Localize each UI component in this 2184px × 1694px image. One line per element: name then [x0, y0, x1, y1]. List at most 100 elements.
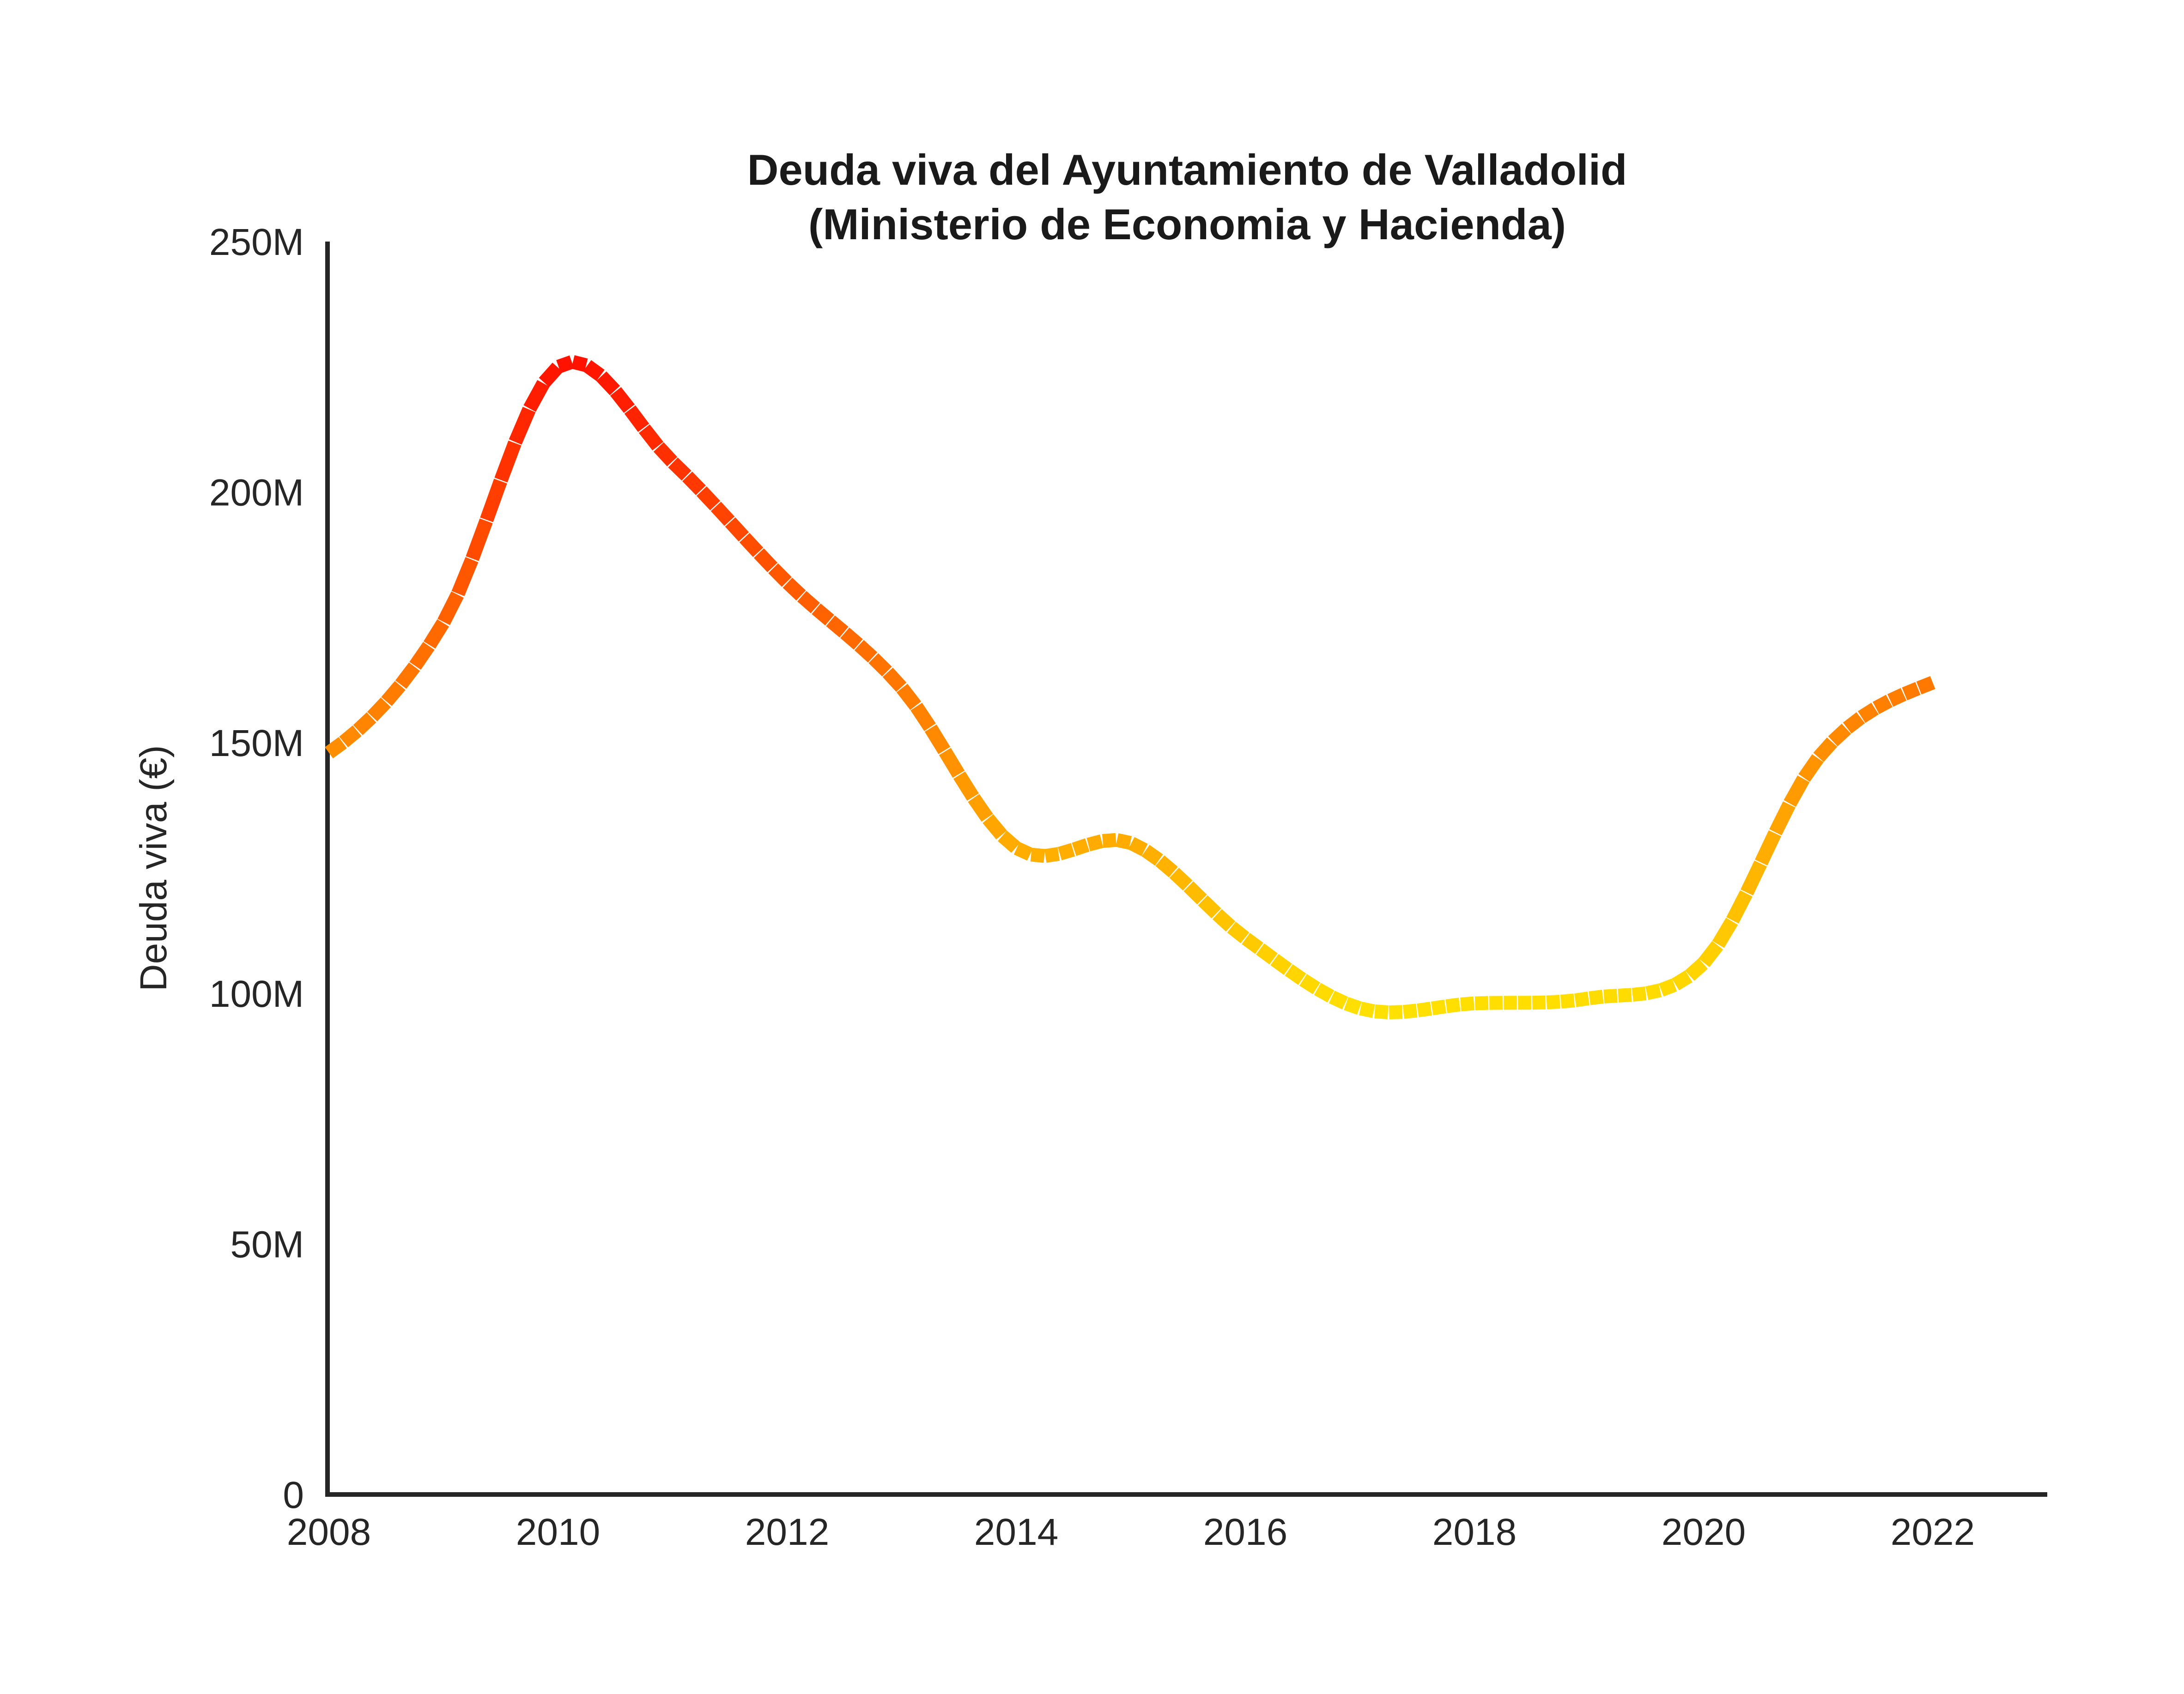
curve-segment [653, 442, 678, 466]
x-tick-label: 2008 [287, 1511, 371, 1553]
curve-segment [1843, 712, 1865, 734]
curve-segment [1057, 843, 1075, 860]
curve-segment [494, 440, 522, 483]
curve-segment [1618, 988, 1632, 1003]
curve-segment [753, 548, 778, 573]
curve-segment [968, 794, 993, 822]
curve-segment [1344, 997, 1362, 1015]
curve-segment [423, 619, 449, 649]
curve-segment [638, 424, 664, 451]
curve-segment [1212, 909, 1236, 932]
curve-segment [1603, 988, 1618, 1004]
curve-segment [826, 615, 849, 638]
curve-segment [1086, 834, 1104, 852]
curve-segment [1402, 1004, 1418, 1019]
curve-segment [596, 371, 620, 395]
curve-segment [1314, 983, 1335, 1003]
curve-segment [924, 724, 951, 754]
curve-segment [1560, 993, 1575, 1009]
curve-segment [1169, 867, 1193, 891]
curve-segment [1589, 990, 1604, 1005]
curve-segment [1726, 890, 1753, 924]
curve-segment [1798, 754, 1824, 782]
curve-segment [395, 662, 420, 689]
x-tick-label: 2020 [1662, 1511, 1746, 1553]
curve-segment [539, 363, 563, 387]
chart-title-line1: Deuda viva del Ayuntamiento de Valladoli… [747, 145, 1627, 194]
y-tick-label: 200M [209, 472, 304, 514]
curve-segment [1102, 833, 1116, 848]
curve-segment [783, 577, 806, 601]
curve-segment [1712, 918, 1738, 948]
y-tick-label: 100M [209, 973, 304, 1015]
curve-segment [556, 355, 574, 374]
curve-segment [1828, 724, 1851, 747]
curve-segment [409, 642, 435, 670]
curve-segment [1698, 941, 1723, 967]
curve-segment [953, 771, 979, 801]
curve-segment [1256, 943, 1278, 965]
curve-segment [1183, 881, 1207, 905]
curve-segment [1270, 954, 1292, 975]
curve-segment [1769, 801, 1796, 835]
x-tick-label: 2022 [1891, 1511, 1975, 1553]
curve-segment [1474, 996, 1489, 1010]
curve-segment [1141, 845, 1163, 866]
curve-segment [812, 603, 834, 626]
curve-segment [523, 380, 550, 412]
curve-segment [1285, 964, 1306, 985]
curve-segment [1299, 974, 1321, 994]
curve-segment [1329, 990, 1348, 1010]
curve-segment [939, 748, 965, 778]
curve-segment [1857, 702, 1879, 723]
curve-segment [998, 830, 1020, 853]
curve-segment [1128, 837, 1148, 856]
curve-segment [1740, 860, 1767, 895]
curve-segment [882, 667, 907, 692]
curve-segment [739, 532, 764, 557]
curve-segment [353, 712, 376, 735]
curve-segment [339, 725, 362, 748]
curve-group [325, 355, 1935, 1020]
curve-segment [610, 387, 635, 413]
curve-segment [451, 557, 479, 596]
curve-segment [583, 360, 605, 381]
curve-segment [1359, 1001, 1375, 1018]
curve-segment [1574, 991, 1589, 1007]
curve-segment [1198, 895, 1221, 919]
curve-segment [1417, 1002, 1432, 1017]
curve-segment [710, 502, 735, 526]
curve-segment [367, 697, 391, 722]
curve-segment [868, 653, 892, 677]
curve-segment [509, 406, 536, 445]
curve-segment [480, 478, 507, 522]
x-tick-label: 2016 [1203, 1511, 1287, 1553]
curve-segment [696, 486, 721, 510]
curve-segment [768, 563, 792, 587]
curve-segment [1873, 695, 1893, 714]
axes-group: 0 50M 100M 150M 200M 250M 2008 2010 2012 2014 2016… [209, 221, 2047, 1553]
x-tick-label: 2018 [1432, 1511, 1517, 1553]
x-tick-label: 2010 [516, 1511, 600, 1553]
x-tick-label: 2012 [745, 1511, 829, 1553]
y-tick-label: 150M [209, 722, 304, 764]
curve-segment [1813, 737, 1838, 762]
curve-segment [1374, 1004, 1389, 1019]
curve-segment [1013, 841, 1033, 861]
y-tick-label: 250M [209, 221, 304, 263]
curve-segment [571, 355, 588, 372]
y-tick-label: 0 [283, 1474, 304, 1516]
curve-segment [1902, 682, 1921, 701]
curve-segment [381, 681, 406, 706]
curve-segment [1784, 775, 1810, 807]
curve-segment [1754, 830, 1782, 865]
curve-segment [1227, 921, 1250, 944]
curve-segment [1916, 676, 1935, 695]
curve-segment [797, 591, 820, 613]
curve-segment [1072, 838, 1090, 856]
curve-segment [466, 518, 493, 561]
curve-segment [668, 457, 692, 481]
x-tick-label: 2014 [974, 1511, 1058, 1553]
